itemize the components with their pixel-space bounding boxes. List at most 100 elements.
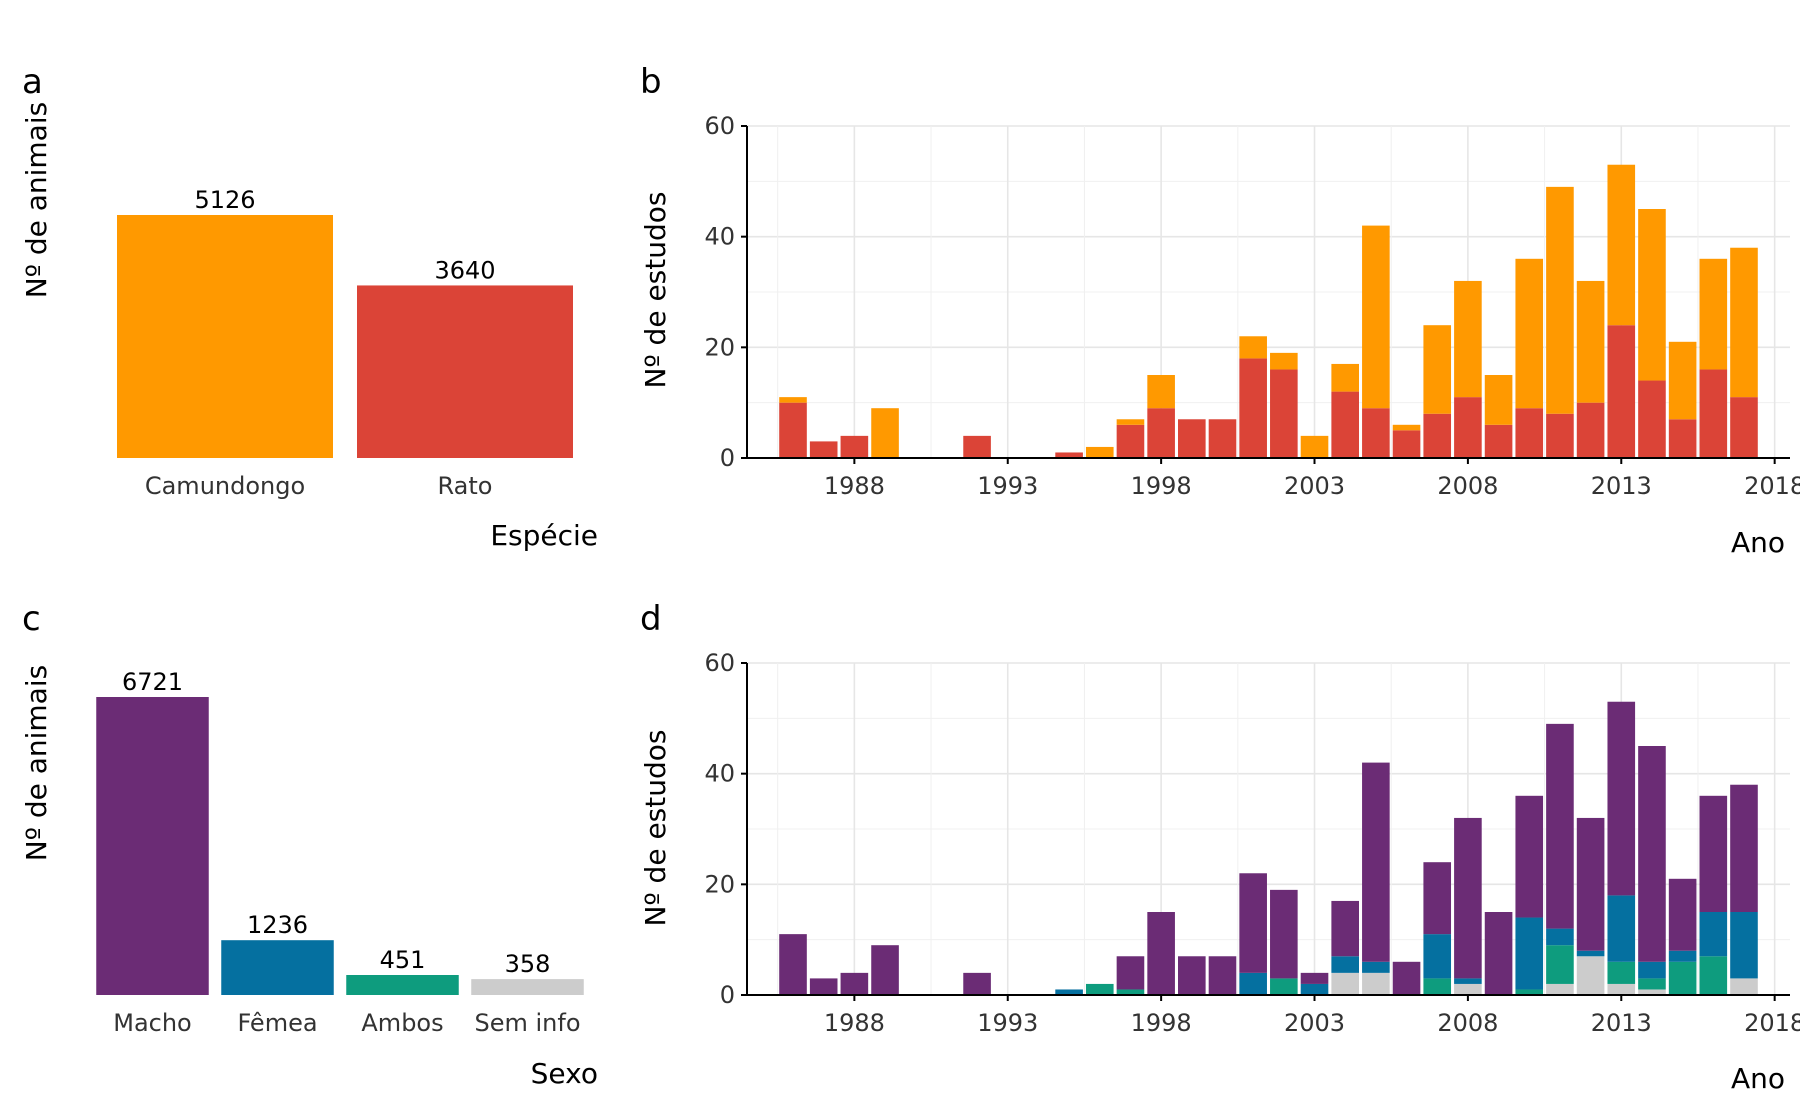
panel-d-letter: d bbox=[640, 599, 662, 639]
bar-segment-2004-series-1 bbox=[1331, 363, 1359, 392]
bar-segment-2011-series-0 bbox=[1546, 413, 1574, 458]
bar-segment-2007-series-0 bbox=[1423, 413, 1452, 458]
panel-c: c Nº de animais Sexo 6721 Macho 1236 Fêmea 4… bbox=[20, 599, 598, 1090]
bar-segment-1997-series-3 bbox=[1116, 956, 1145, 990]
bar-segment-2015-series-3 bbox=[1668, 878, 1697, 951]
x-tick-label-1993: 1993 bbox=[977, 472, 1038, 500]
panel-c-marks: 6721 Macho 1236 Fêmea 451 Ambos 358 Sem info bbox=[96, 668, 584, 1037]
panel-a-xlabel: Espécie bbox=[490, 519, 598, 552]
bar-segment-2008-series-3 bbox=[1454, 817, 1482, 979]
x-tick-label-ambos: Ambos bbox=[361, 1009, 443, 1037]
data-label-ambos: 451 bbox=[380, 946, 426, 974]
x-tick-label-camundongo: Camundongo bbox=[145, 472, 305, 500]
bar-segment-1988-series-0 bbox=[840, 435, 869, 458]
data-label-macho: 6721 bbox=[122, 668, 183, 696]
bar-segment-2010-series-1 bbox=[1515, 258, 1544, 409]
data-label-fêmea: 1236 bbox=[247, 911, 308, 939]
bar-fêmea bbox=[221, 940, 334, 995]
x-tick-label-sem-info: Sem info bbox=[474, 1009, 580, 1037]
y-tick-label-20: 20 bbox=[704, 333, 735, 361]
bar-segment-2017-series-0 bbox=[1730, 397, 1758, 458]
bar-segment-2014-series-0 bbox=[1638, 989, 1666, 995]
y-tick-label-60: 60 bbox=[704, 112, 735, 140]
bar-segment-2011-series-1 bbox=[1546, 945, 1574, 984]
bar-segment-1986-series-3 bbox=[779, 934, 807, 995]
bar-segment-2008-series-0 bbox=[1454, 397, 1482, 458]
bar-segment-2015-series-0 bbox=[1668, 419, 1697, 458]
data-label-camundongo: 5126 bbox=[194, 186, 255, 214]
bar-segment-2006-series-3 bbox=[1392, 961, 1421, 995]
panel-c-letter: c bbox=[22, 599, 41, 639]
panel-d: d Nº de estudos Ano 0 20 40 60 1988 1993 1998 2… bbox=[639, 599, 1800, 1095]
bar-segment-1998-series-0 bbox=[1147, 408, 1175, 458]
bar-segment-2015-series-1 bbox=[1668, 961, 1697, 995]
bar-segment-2011-series-1 bbox=[1546, 186, 1574, 414]
panel-a-letter: a bbox=[22, 62, 43, 102]
bar-segment-2006-series-1 bbox=[1392, 424, 1421, 431]
bar-segment-2005-series-1 bbox=[1362, 225, 1390, 409]
bar-segment-2017-series-1 bbox=[1730, 247, 1758, 398]
bar-sem-info bbox=[471, 979, 584, 995]
bar-segment-2008-series-1 bbox=[1454, 280, 1482, 398]
bar-segment-1987-series-0 bbox=[809, 441, 838, 458]
y-tick-label-20: 20 bbox=[704, 870, 735, 898]
bar-segment-2005-series-2 bbox=[1362, 961, 1390, 973]
x-tick-label-1993: 1993 bbox=[977, 1009, 1038, 1037]
bar-segment-2002-series-1 bbox=[1270, 978, 1298, 995]
bar-segment-1997-series-1 bbox=[1116, 419, 1145, 425]
panel-a: a Nº de animais Espécie 5126 Camundongo 36… bbox=[20, 62, 598, 552]
y-tick-label-40: 40 bbox=[704, 760, 735, 788]
bar-segment-2003-series-3 bbox=[1300, 972, 1329, 984]
bar-segment-2005-series-0 bbox=[1362, 972, 1390, 995]
bar-segment-2000-series-3 bbox=[1208, 956, 1237, 995]
panel-b: b Nº de estudos Ano 0 20 40 60 1988 1993 1998 2… bbox=[639, 62, 1800, 559]
bar-segment-2012-series-2 bbox=[1576, 950, 1605, 957]
panel-b-ylabel: Nº de estudos bbox=[639, 192, 672, 389]
bar-segment-1996-series-1 bbox=[1085, 446, 1114, 458]
bar-segment-2002-series-0 bbox=[1270, 369, 1298, 458]
bar-segment-2017-series-2 bbox=[1730, 912, 1758, 979]
bar-segment-2010-series-2 bbox=[1515, 917, 1544, 990]
bar-segment-2010-series-3 bbox=[1515, 795, 1544, 918]
bar-segment-2000-series-0 bbox=[1208, 419, 1237, 458]
bar-segment-2001-series-2 bbox=[1239, 972, 1267, 995]
bar-segment-1989-series-1 bbox=[871, 408, 899, 458]
bar-segment-2004-series-0 bbox=[1331, 391, 1359, 458]
bar-segment-2004-series-2 bbox=[1331, 956, 1359, 973]
bar-segment-2007-series-2 bbox=[1423, 934, 1452, 979]
bar-segment-2017-series-3 bbox=[1730, 784, 1758, 912]
bar-segment-2016-series-2 bbox=[1699, 912, 1728, 957]
bar-segment-2008-series-2 bbox=[1454, 978, 1482, 984]
bar-segment-2016-series-1 bbox=[1699, 956, 1728, 995]
bar-segment-1998-series-3 bbox=[1147, 912, 1175, 995]
x-tick-label-1988: 1988 bbox=[824, 472, 885, 500]
bar-segment-2011-series-3 bbox=[1546, 723, 1574, 929]
x-tick-label-2018: 2018 bbox=[1744, 1009, 1800, 1037]
bar-segment-1999-series-0 bbox=[1178, 419, 1206, 458]
bar-segment-2009-series-1 bbox=[1484, 375, 1513, 425]
bar-rato bbox=[357, 285, 573, 458]
bar-segment-2013-series-3 bbox=[1607, 701, 1636, 896]
data-label-rato: 3640 bbox=[434, 256, 495, 284]
bar-segment-1988-series-3 bbox=[840, 972, 869, 995]
bar-segment-2016-series-0 bbox=[1699, 369, 1728, 458]
x-tick-label-fêmea: Fêmea bbox=[237, 1009, 317, 1037]
x-tick-label-2013: 2013 bbox=[1591, 472, 1652, 500]
x-tick-label-rato: Rato bbox=[438, 472, 493, 500]
bar-segment-1997-series-1 bbox=[1116, 989, 1145, 995]
bar-segment-2004-series-3 bbox=[1331, 900, 1359, 957]
y-tick-label-0: 0 bbox=[720, 981, 735, 1009]
bar-segment-2009-series-0 bbox=[1484, 424, 1513, 458]
bar-segment-2007-series-3 bbox=[1423, 862, 1452, 935]
bar-segment-2007-series-1 bbox=[1423, 325, 1452, 414]
bar-segment-2008-series-0 bbox=[1454, 983, 1482, 995]
x-tick-label-2008: 2008 bbox=[1437, 1009, 1498, 1037]
x-tick-label-2008: 2008 bbox=[1437, 472, 1498, 500]
panel-b-xlabel: Ano bbox=[1731, 526, 1785, 559]
x-tick-label-2003: 2003 bbox=[1284, 472, 1345, 500]
bar-segment-1995-series-2 bbox=[1055, 989, 1083, 995]
bar-segment-2010-series-0 bbox=[1515, 408, 1544, 458]
bar-segment-1999-series-3 bbox=[1178, 956, 1206, 995]
bar-segment-2012-series-3 bbox=[1576, 817, 1605, 951]
